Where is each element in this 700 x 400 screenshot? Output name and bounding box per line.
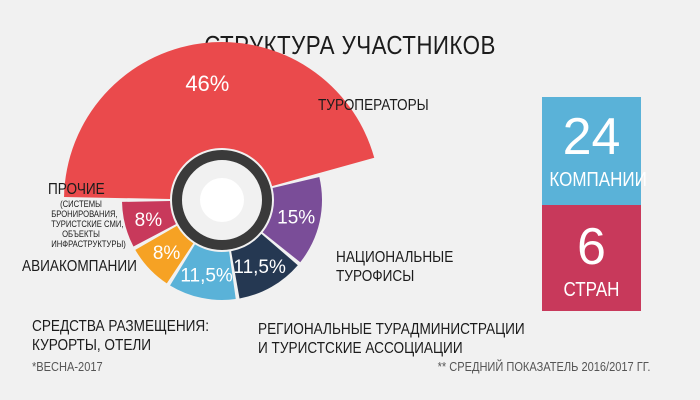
label-tour-operators: ТУРОПЕРАТОРЫ	[318, 97, 429, 114]
label-other-note-3: ТУРИСТСКИЕ СМИ,	[51, 219, 124, 229]
footnote-average: ** СРЕДНИЙ ПОКАЗАТЕЛЬ 2016/2017 ГГ.	[437, 359, 650, 374]
pie-slice	[231, 233, 298, 299]
label-national-line2: ТУРОФИСЫ	[336, 268, 415, 285]
label-national-line1: НАЦИОНАЛЬНЫЕ	[336, 249, 454, 266]
pie-slice	[135, 225, 194, 284]
label-other-note-5: ИНФРАСТРУКТУРЫ)	[51, 239, 126, 249]
pie-slice	[122, 200, 176, 247]
slice-value-label: 8%	[135, 210, 163, 231]
slice-value-label: 8%	[153, 243, 181, 264]
pie-slice	[170, 244, 236, 300]
label-regional-line2: И ТУРИСТСКИЕ АССОЦИАЦИИ	[258, 340, 463, 357]
slice-value-label: 11,5%	[233, 257, 286, 278]
pie-slice	[262, 176, 322, 263]
footnote-season: *ВЕСНА-2017	[32, 359, 103, 374]
label-lodging-line2: КУРОРТЫ, ОТЕЛИ	[32, 337, 152, 354]
companies-word: КОМПАНИИ	[549, 169, 647, 191]
slice-value-label: 46%	[185, 71, 229, 96]
countries-count: 6	[577, 218, 606, 276]
label-other: ПРОЧИЕ	[48, 181, 105, 198]
label-other-note-2: БРОНИРОВАНИЯ,	[51, 209, 118, 219]
countries-stat-box: 6 СТРАН	[542, 205, 641, 311]
label-airlines: АВИАКОМПАНИИ	[22, 258, 137, 275]
donut-center	[200, 178, 244, 222]
countries-word: СТРАН	[563, 279, 620, 301]
pie-slice	[64, 41, 375, 200]
slice-value-label: 15%	[277, 208, 315, 229]
label-other-note-1: (СИСТЕМЫ	[60, 199, 102, 209]
companies-count: 24	[562, 108, 621, 166]
label-regional-line1: РЕГИОНАЛЬНЫЕ ТУРАДМИНИСТРАЦИИ	[258, 321, 525, 338]
slice-value-label: 11,5%	[180, 265, 233, 286]
donut-hub-ring	[172, 150, 272, 250]
companies-stat-box: 24 КОМПАНИИ	[542, 97, 647, 205]
label-other-note-4: ОБЪЕКТЫ	[62, 229, 100, 239]
label-lodging-line1: СРЕДСТВА РАЗМЕЩЕНИЯ:	[32, 318, 210, 335]
